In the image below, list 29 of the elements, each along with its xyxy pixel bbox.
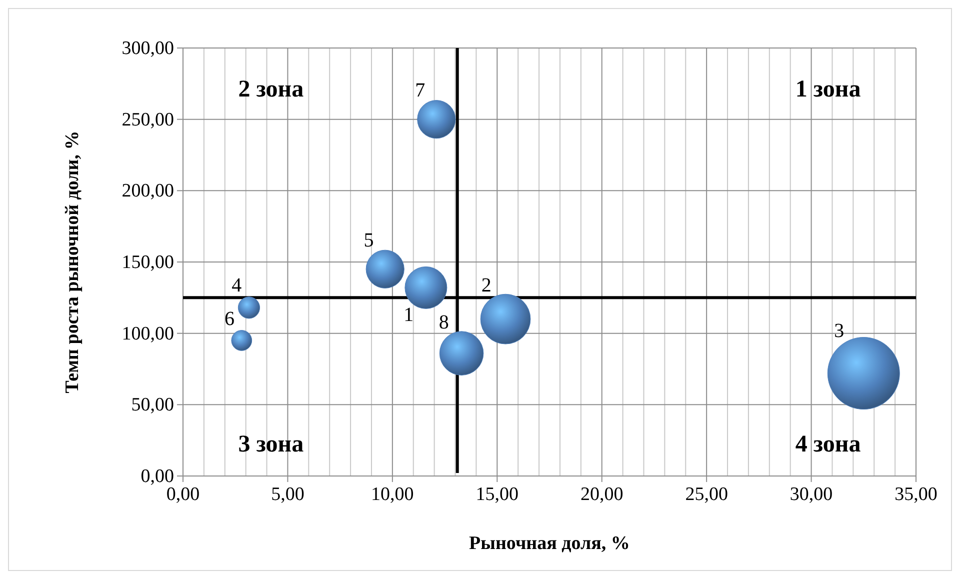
x-tick-label: 20,00 bbox=[580, 484, 624, 505]
x-tick-label: 0,00 bbox=[166, 484, 200, 505]
x-tick-label: 25,00 bbox=[685, 484, 728, 505]
annotation: 1 зона bbox=[795, 76, 861, 102]
y-tick-label: 300,00 bbox=[122, 38, 174, 59]
y-tick-label: 100,00 bbox=[122, 323, 174, 344]
x-tick-label: 30,00 bbox=[790, 484, 833, 505]
annotation: 1 bbox=[404, 304, 414, 326]
x-tick-label: 5,00 bbox=[271, 484, 304, 505]
y-axis-title: Темп роста рыночной доли, % bbox=[62, 130, 83, 394]
annotation: 2 bbox=[481, 274, 492, 297]
x-tick-label: 35,00 bbox=[894, 484, 938, 505]
y-tick-label: 150,00 bbox=[122, 252, 174, 273]
y-tick-label: 200,00 bbox=[122, 180, 174, 202]
annotation: 5 bbox=[364, 229, 374, 252]
y-tick-label: 0,00 bbox=[140, 466, 174, 487]
annotation: 6 bbox=[224, 308, 235, 330]
x-tick-label: 10,00 bbox=[371, 484, 414, 505]
x-tick-label: 15,00 bbox=[476, 484, 519, 505]
annotation: 3 bbox=[834, 320, 844, 342]
annotation: 2 зона bbox=[238, 76, 304, 102]
annotation: 8 bbox=[438, 311, 449, 334]
x-axis-title: Рыночная доля, % bbox=[469, 533, 630, 554]
annotation: 4 зона bbox=[795, 432, 861, 458]
annotation: 7 bbox=[415, 80, 426, 102]
annotation: 4 bbox=[232, 274, 242, 297]
y-tick-label: 50,00 bbox=[131, 394, 174, 416]
y-tick-label: 250,00 bbox=[122, 109, 174, 130]
annotation: 3 зона bbox=[238, 432, 304, 458]
